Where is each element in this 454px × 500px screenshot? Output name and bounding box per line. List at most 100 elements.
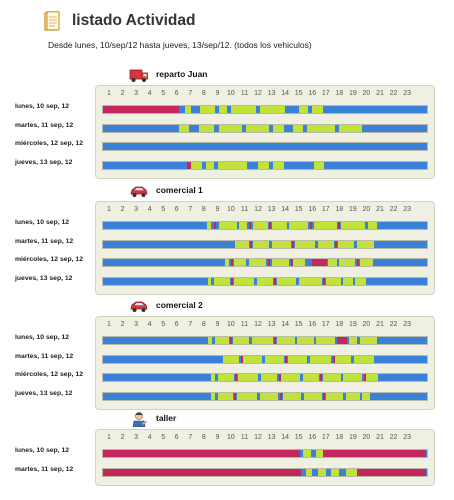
moving-segment	[271, 259, 290, 266]
moving-segment	[208, 277, 211, 285]
activity-bar[interactable]	[102, 449, 428, 458]
stopped-segment	[323, 450, 426, 457]
hour-label: 7	[188, 206, 193, 213]
stopped-segment	[335, 240, 338, 248]
date-range-subtitle: Desde lunes, 10/sep/12 hasta jueves, 13/…	[48, 40, 312, 50]
hour-label: 12	[254, 434, 262, 441]
stopped-segment	[337, 222, 340, 229]
activity-bar[interactable]	[102, 239, 428, 249]
moving-segment	[178, 124, 190, 132]
hour-label: 23	[403, 90, 411, 97]
moving-segment	[355, 277, 367, 285]
hour-label: 15	[294, 90, 303, 97]
day-label: martes, 11 sep, 12	[15, 465, 74, 473]
car-icon	[129, 183, 149, 199]
hour-label: 6	[174, 434, 179, 441]
hour-label: 20	[362, 321, 371, 328]
hour-label: 5	[161, 434, 166, 441]
stopped-segment	[231, 259, 234, 266]
activity-timeline-panel: 1 2 3 4 5 6 7 8 9 10 11 12 13 14 15 16 17 18 19 20 21 22 23	[95, 85, 435, 179]
moving-segment	[312, 106, 324, 113]
moving-segment	[281, 374, 301, 381]
activity-bar[interactable]	[102, 354, 428, 364]
hour-label: 10	[227, 434, 235, 441]
hour-label: 10	[227, 206, 235, 213]
activity-bar[interactable]	[102, 336, 428, 345]
moving-segment	[316, 337, 336, 344]
hour-label: 13	[267, 90, 276, 97]
activity-bar[interactable]	[102, 105, 428, 114]
hour-label: 9	[215, 90, 220, 97]
mechanic-icon	[129, 411, 149, 428]
hour-label: 21	[376, 90, 384, 97]
stopped-segment	[356, 468, 426, 476]
activity-bar[interactable]	[102, 221, 428, 230]
moving-segment	[305, 468, 313, 476]
moving-segment	[325, 392, 344, 400]
stopped-segment	[103, 468, 302, 476]
day-label: miércoles, 12 sep, 12	[15, 256, 84, 263]
hour-label: 1	[107, 434, 111, 441]
moving-segment	[251, 337, 274, 344]
moving-segment	[213, 277, 230, 285]
moving-segment	[248, 259, 267, 266]
hour-label: 7	[188, 321, 193, 328]
moving-segment	[337, 240, 355, 248]
hour-label: 2	[120, 206, 125, 213]
moving-segment	[306, 124, 336, 132]
moving-segment	[282, 392, 302, 400]
hour-label: 20	[362, 90, 371, 97]
stopped-segment	[186, 161, 191, 169]
moving-segment	[328, 259, 337, 266]
hour-label: 11	[240, 434, 249, 441]
moving-segment	[367, 222, 378, 229]
moving-segment	[356, 240, 375, 248]
activity-bar[interactable]	[102, 276, 428, 286]
stopped-segment	[285, 355, 288, 363]
hour-label: 9	[215, 206, 220, 213]
moving-segment	[217, 374, 234, 381]
hour-label: 18	[335, 321, 344, 328]
moving-segment	[258, 161, 270, 169]
hour-label: 20	[362, 434, 371, 441]
activity-bar[interactable]	[102, 258, 428, 267]
activity-bar[interactable]	[102, 373, 428, 382]
activity-bar[interactable]	[102, 142, 428, 151]
moving-segment	[198, 124, 214, 132]
hour-label: 6	[174, 321, 179, 328]
moving-segment	[348, 337, 357, 344]
hour-label: 4	[147, 206, 152, 213]
moving-segment	[309, 355, 332, 363]
moving-segment	[339, 259, 356, 266]
stopped-segment	[312, 259, 328, 266]
day-label: jueves, 13 sep, 12	[15, 389, 73, 397]
hour-label: 17	[321, 434, 330, 441]
moving-segment	[359, 337, 378, 344]
moving-segment	[215, 337, 229, 344]
hour-label: 8	[201, 90, 206, 97]
moving-segment	[190, 161, 202, 169]
activity-bar[interactable]	[102, 160, 428, 170]
moving-segment	[331, 468, 340, 476]
hour-label: 15	[294, 321, 303, 328]
hour-label: 10	[227, 321, 235, 328]
moving-segment	[339, 124, 363, 132]
hour-label: 11	[240, 321, 249, 328]
activity-bar[interactable]	[102, 123, 428, 133]
activity-bar[interactable]	[102, 467, 428, 477]
moving-segment	[346, 468, 357, 476]
hour-label: 2	[120, 434, 125, 441]
moving-segment	[287, 355, 307, 363]
hour-label: 8	[201, 434, 206, 441]
activity-bar[interactable]	[102, 391, 428, 401]
moving-segment	[317, 468, 326, 476]
hour-label: 10	[227, 90, 235, 97]
moving-segment	[217, 161, 248, 169]
stopped-segment	[248, 222, 252, 229]
hour-label: 23	[403, 321, 411, 328]
hour-label: 3	[134, 206, 139, 213]
moving-segment	[246, 124, 270, 132]
moving-segment	[239, 222, 248, 229]
hour-label: 17	[321, 206, 330, 213]
hour-label: 5	[161, 90, 166, 97]
